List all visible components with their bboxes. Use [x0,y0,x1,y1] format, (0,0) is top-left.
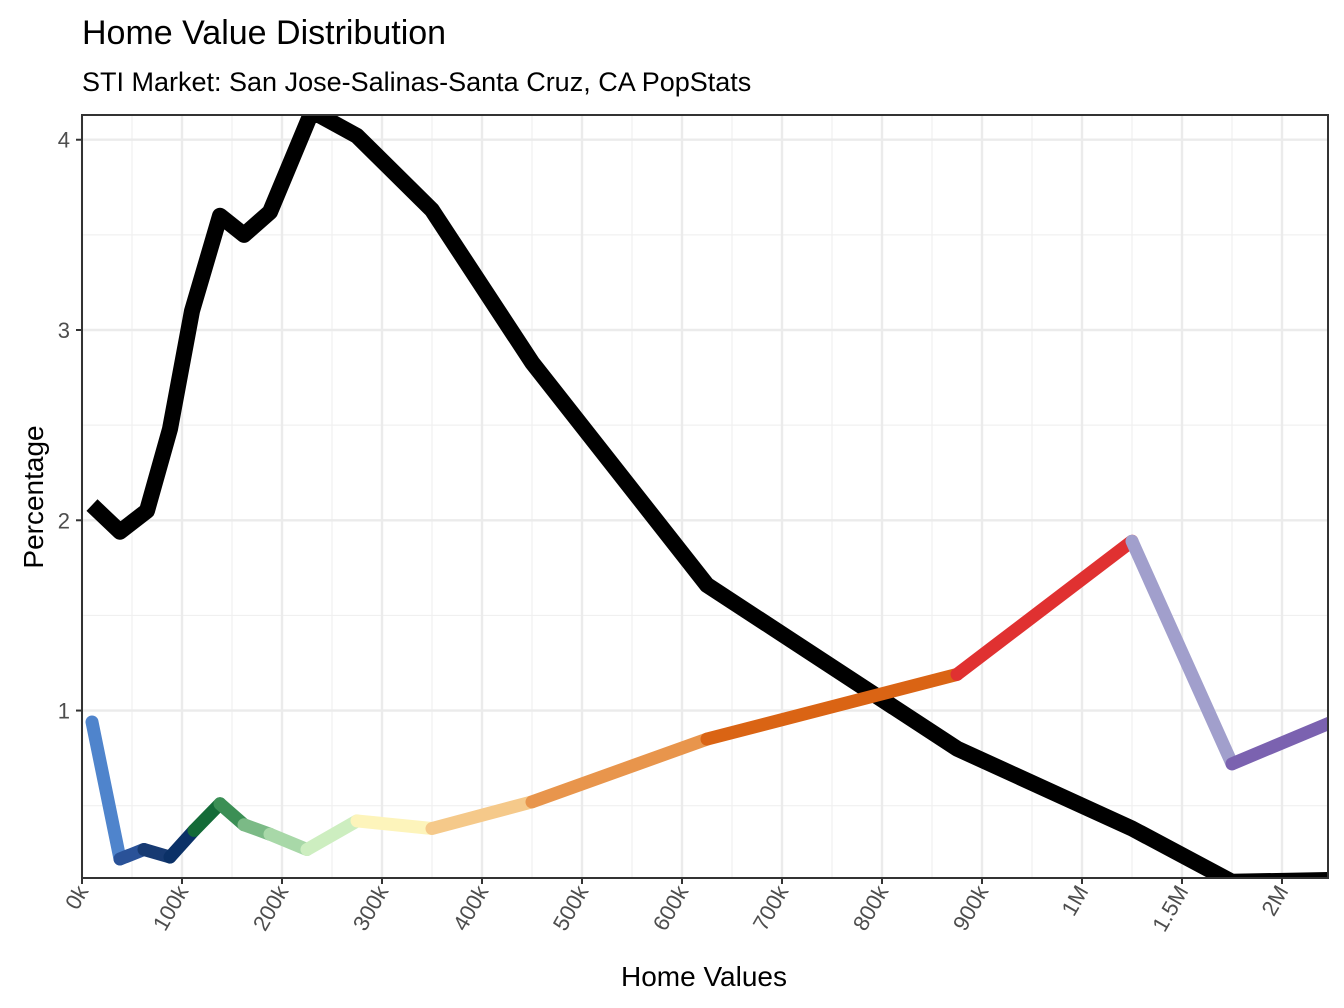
data-layer [85,115,1328,878]
value-segment-1 [85,715,127,866]
y-tick-label: 4 [58,128,70,153]
value-segment-12 [525,732,714,809]
y-axis-title: Percentage [18,425,49,568]
panel-background [82,115,1328,878]
series-line-market [86,115,1328,878]
x-axis-title: Home Values [621,961,787,992]
value-segment-10 [350,814,439,836]
value-segment-9 [300,814,364,856]
value-segment-15 [1125,534,1239,771]
value-segment-8 [263,827,314,856]
chart-subtitle: STI Market: San Jose-Salinas-Santa Cruz,… [82,67,751,97]
y-tick-label: 1 [58,699,70,724]
y-tick-label: 2 [58,508,70,533]
value-segment-11 [425,795,539,836]
value-segment-16 [1225,716,1328,771]
value-segment-14 [950,534,1139,681]
chart-title: Home Value Distribution [82,14,446,52]
value-segment-13 [700,667,964,746]
panel-border [81,114,1329,879]
y-tick-label: 3 [58,318,70,343]
